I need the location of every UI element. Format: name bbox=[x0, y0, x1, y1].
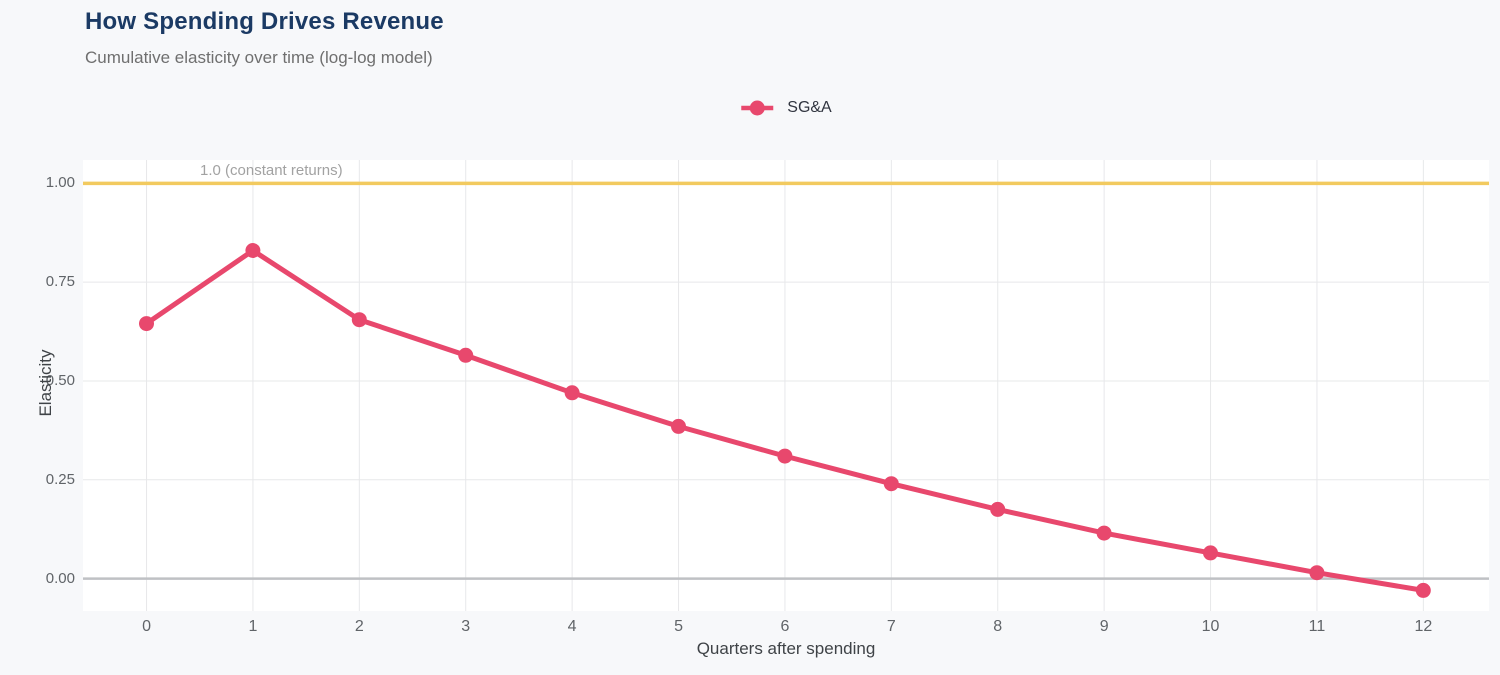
data-point[interactable] bbox=[245, 243, 261, 258]
x-tick-label: 0 bbox=[142, 618, 151, 635]
data-point[interactable] bbox=[1203, 545, 1218, 561]
data-point[interactable] bbox=[1415, 582, 1431, 598]
legend-item-sga[interactable]: SG&A bbox=[740, 99, 832, 117]
y-axis-title: Elasticity bbox=[36, 349, 55, 417]
data-point[interactable] bbox=[1096, 525, 1112, 541]
y-tick-label: 0.25 bbox=[45, 470, 75, 488]
chart-subtitle: Cumulative elasticity over time (log-log… bbox=[85, 48, 433, 67]
data-point[interactable] bbox=[139, 316, 154, 332]
data-point[interactable] bbox=[671, 418, 686, 434]
x-tick-label: 4 bbox=[567, 618, 577, 635]
x-tick-label: 2 bbox=[354, 618, 364, 635]
legend-label: SG&A bbox=[787, 99, 832, 116]
y-tick-label: 1.00 bbox=[45, 174, 75, 192]
legend-line-marker-icon bbox=[741, 100, 774, 116]
data-point[interactable] bbox=[883, 476, 899, 492]
reference-line-annotation: 1.0 (constant returns) bbox=[200, 162, 343, 180]
plot-canvas bbox=[83, 160, 1489, 611]
x-tick-label: 10 bbox=[1201, 618, 1220, 635]
data-point[interactable] bbox=[990, 501, 1006, 517]
x-tick-label: 1 bbox=[248, 618, 258, 635]
x-tick-label: 3 bbox=[461, 618, 471, 635]
data-point[interactable] bbox=[458, 347, 474, 363]
chart-title: How Spending Drives Revenue bbox=[85, 8, 444, 35]
y-tick-label: 0.75 bbox=[45, 273, 75, 291]
x-tick-label: 6 bbox=[780, 618, 790, 635]
x-tick-label: 11 bbox=[1308, 618, 1326, 635]
y-tick-label: 0.00 bbox=[45, 569, 75, 587]
x-tick-label: 9 bbox=[1099, 618, 1109, 635]
x-tick-label: 12 bbox=[1414, 618, 1433, 635]
x-tick-label: 7 bbox=[886, 618, 896, 635]
x-tick-label: 8 bbox=[993, 618, 1003, 635]
data-point[interactable] bbox=[351, 312, 367, 328]
data-point[interactable] bbox=[777, 448, 793, 464]
x-tick-label: 5 bbox=[674, 618, 683, 635]
plot-area: 1.0 (constant returns) bbox=[83, 160, 1489, 611]
y-tick-label: 0.50 bbox=[45, 371, 75, 389]
data-point[interactable] bbox=[1309, 565, 1325, 581]
data-point[interactable] bbox=[564, 385, 580, 401]
x-axis-title: Quarters after spending bbox=[696, 639, 876, 658]
